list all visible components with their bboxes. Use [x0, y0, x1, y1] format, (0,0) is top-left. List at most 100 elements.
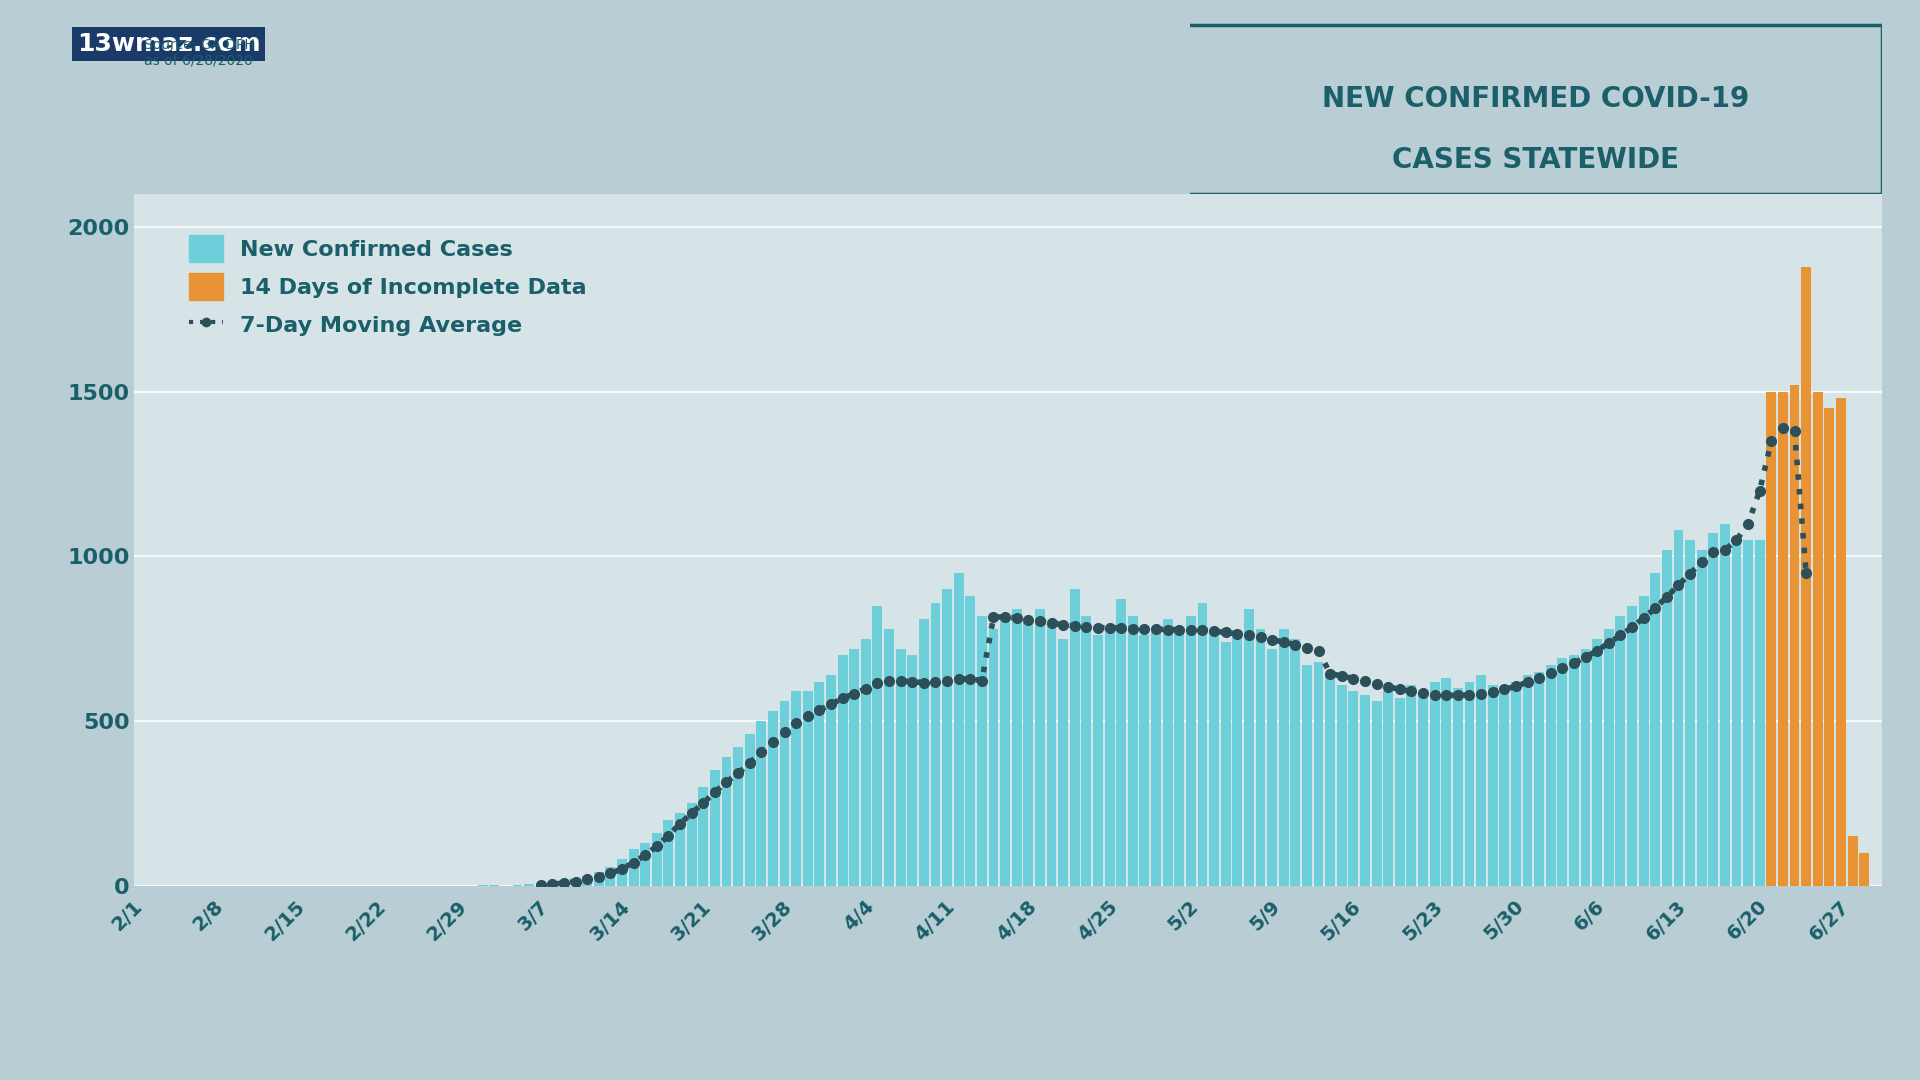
Bar: [664, 820, 674, 886]
Bar: [1686, 540, 1695, 886]
Bar: [768, 711, 778, 886]
Bar: [1336, 685, 1346, 886]
Bar: [1035, 609, 1044, 886]
Bar: [756, 721, 766, 886]
Bar: [1511, 681, 1521, 886]
Text: NEW CONFIRMED COVID-19: NEW CONFIRMED COVID-19: [1323, 85, 1749, 113]
Text: 13wmaz.com: 13wmaz.com: [77, 32, 261, 56]
Bar: [699, 787, 708, 886]
Bar: [1720, 524, 1730, 886]
Bar: [593, 873, 603, 886]
Bar: [966, 596, 975, 886]
Bar: [653, 833, 662, 886]
Bar: [837, 656, 847, 886]
Bar: [1592, 638, 1601, 886]
Bar: [1778, 392, 1788, 886]
Bar: [1012, 609, 1021, 886]
Bar: [1058, 638, 1068, 886]
Bar: [1302, 665, 1311, 886]
Bar: [1046, 622, 1056, 886]
Bar: [1164, 619, 1173, 886]
Bar: [1755, 540, 1764, 886]
Bar: [1382, 691, 1394, 886]
Bar: [977, 616, 987, 886]
Bar: [710, 770, 720, 886]
Bar: [1801, 267, 1811, 886]
Bar: [582, 876, 591, 886]
Bar: [920, 619, 929, 886]
Bar: [1534, 672, 1544, 886]
Text: CASES STATEWIDE: CASES STATEWIDE: [1392, 146, 1680, 174]
Bar: [1290, 638, 1300, 886]
Bar: [745, 734, 755, 886]
FancyBboxPatch shape: [1183, 25, 1882, 194]
Bar: [570, 878, 580, 886]
Bar: [559, 880, 568, 886]
Bar: [1569, 656, 1578, 886]
Bar: [803, 691, 812, 886]
Bar: [605, 867, 614, 886]
Bar: [1419, 694, 1428, 886]
Bar: [1500, 691, 1509, 886]
Bar: [1847, 836, 1857, 886]
Bar: [860, 638, 870, 886]
Bar: [524, 885, 534, 886]
Bar: [1394, 698, 1405, 886]
Bar: [1789, 386, 1799, 886]
Bar: [954, 572, 964, 886]
Bar: [1313, 662, 1323, 886]
Bar: [1233, 635, 1242, 886]
Bar: [1348, 691, 1357, 886]
Bar: [1674, 530, 1684, 886]
Bar: [1663, 550, 1672, 886]
Bar: [883, 629, 895, 886]
Bar: [791, 691, 801, 886]
Bar: [1476, 675, 1486, 886]
Bar: [1152, 629, 1162, 886]
Bar: [639, 842, 651, 886]
Bar: [780, 701, 789, 886]
Bar: [1430, 681, 1440, 886]
Bar: [1256, 629, 1265, 886]
Bar: [872, 606, 883, 886]
Bar: [1824, 408, 1834, 886]
Bar: [826, 675, 835, 886]
Bar: [1638, 596, 1649, 886]
Bar: [1139, 635, 1150, 886]
Bar: [1175, 629, 1185, 886]
Bar: [1279, 629, 1288, 886]
Bar: [722, 757, 732, 886]
Bar: [1615, 616, 1626, 886]
Bar: [1116, 599, 1127, 886]
Bar: [1198, 603, 1208, 886]
Bar: [1557, 659, 1567, 886]
Bar: [1836, 399, 1845, 886]
Bar: [1442, 678, 1452, 886]
Bar: [1709, 534, 1718, 886]
Bar: [628, 849, 639, 886]
Bar: [1407, 685, 1417, 886]
Bar: [547, 882, 557, 886]
Bar: [1697, 550, 1707, 886]
Bar: [1465, 681, 1475, 886]
Bar: [1766, 392, 1776, 886]
Bar: [1127, 616, 1139, 886]
Bar: [1626, 606, 1638, 886]
Bar: [943, 590, 952, 886]
Bar: [1081, 616, 1091, 886]
Bar: [1023, 622, 1033, 886]
Bar: [1104, 629, 1114, 886]
Bar: [814, 681, 824, 886]
Bar: [536, 883, 545, 886]
Bar: [931, 603, 941, 886]
Bar: [989, 629, 998, 886]
Bar: [1244, 609, 1254, 886]
Bar: [895, 649, 906, 886]
Bar: [616, 860, 628, 886]
Bar: [1732, 540, 1741, 886]
Bar: [1812, 392, 1822, 886]
Bar: [1859, 853, 1868, 886]
Bar: [1580, 649, 1590, 886]
Bar: [849, 649, 858, 886]
Bar: [1359, 694, 1369, 886]
